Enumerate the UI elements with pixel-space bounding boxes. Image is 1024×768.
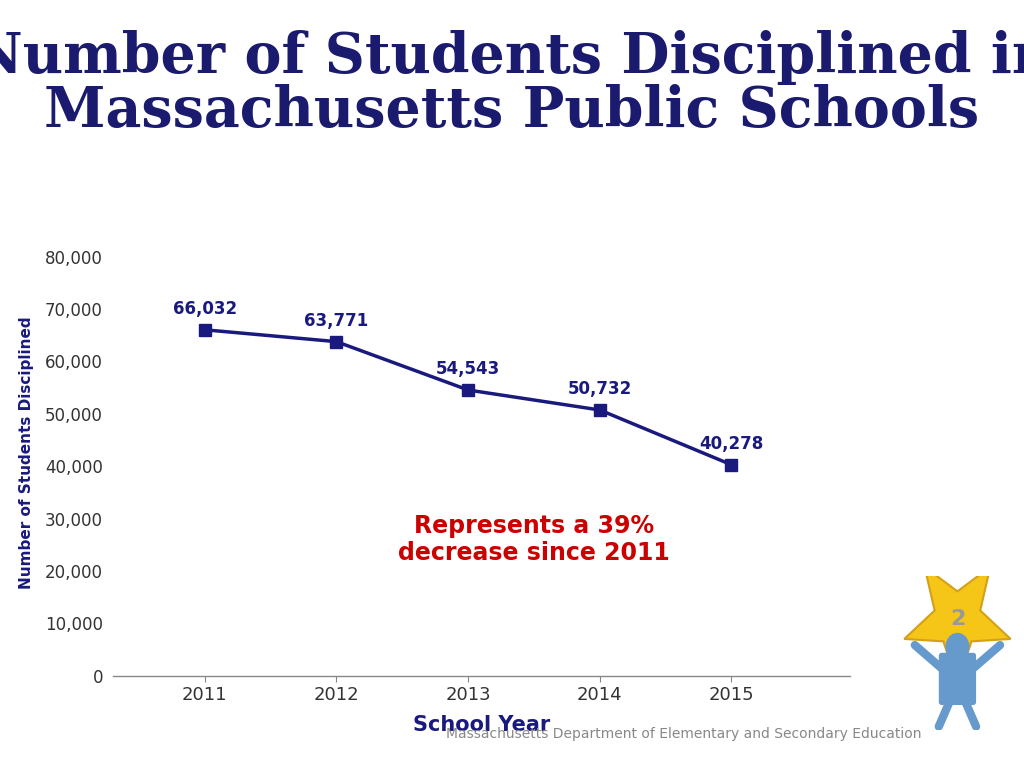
Y-axis label: Number of Students Disciplined: Number of Students Disciplined: [18, 317, 34, 589]
Polygon shape: [904, 567, 1011, 684]
Text: Massachusetts Public Schools: Massachusetts Public Schools: [44, 84, 980, 139]
Text: 2: 2: [949, 609, 966, 629]
Text: 50,732: 50,732: [567, 380, 632, 399]
X-axis label: School Year: School Year: [413, 715, 550, 736]
Text: 66,032: 66,032: [173, 300, 237, 318]
Circle shape: [945, 633, 970, 660]
Text: 63,771: 63,771: [304, 312, 369, 330]
FancyBboxPatch shape: [939, 653, 976, 705]
Text: Number of Students Disciplined in: Number of Students Disciplined in: [0, 30, 1024, 85]
Text: Represents a 39%
decrease since 2011: Represents a 39% decrease since 2011: [398, 514, 670, 565]
Text: Massachusetts Department of Elementary and Secondary Education: Massachusetts Department of Elementary a…: [446, 727, 922, 741]
Text: 40,278: 40,278: [699, 435, 764, 453]
Text: 54,543: 54,543: [436, 360, 501, 379]
